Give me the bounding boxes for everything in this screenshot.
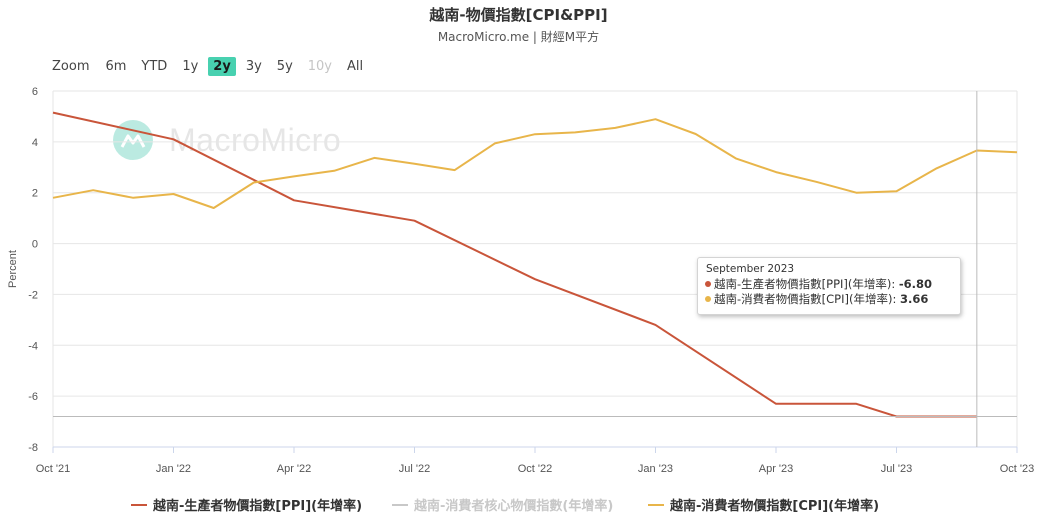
legend-label-core-cpi: 越南-消費者核心物價指數(年增率) [414,499,614,514]
tooltip-ppi-value: -6.80 [898,277,933,291]
range-ytd-button[interactable]: YTD [141,59,168,74]
tooltip-cpi-label: 越南-消費者物價指數[CPI](年增率): [714,292,897,306]
ppi-dot-icon [705,281,711,287]
x-tick-label: Apr '23 [759,463,794,475]
cpi-dot-icon [705,296,711,302]
range-3y-button[interactable]: 3y [245,59,262,74]
x-tick-label: Oct '21 [36,463,71,475]
chart-subtitle: MacroMicro.me | 財經M平方 [437,30,600,44]
tooltip-row-ppi: 越南-生產者物價指數[PPI](年增率): -6.80 [705,277,960,292]
tooltip-date: September 2023 [706,263,795,275]
x-tick-label: Jan '22 [156,463,191,475]
cpi-series-line[interactable] [52,118,1018,209]
y-tick-label: -6 [28,391,38,403]
y-tick-label: -2 [28,289,38,301]
range-5y-button[interactable]: 5y [276,59,293,74]
y-tick-label: 6 [32,86,38,98]
range-6m-button[interactable]: 6m [105,59,127,74]
y-tick-label: -4 [28,340,38,352]
legend-item-ppi[interactable]: 越南-生產者物價指數[PPI](年增率) [131,495,362,514]
y-tick-label: 2 [32,188,38,200]
x-tick-label: Oct '22 [518,463,553,475]
range-2y-button[interactable]: 2y [208,57,236,76]
legend-label-ppi: 越南-生產者物價指數[PPI](年增率) [153,499,363,514]
legend-label-cpi: 越南-消費者物價指數[CPI](年增率) [670,499,880,514]
x-tick-label: Apr '22 [277,463,312,475]
legend-item-cpi[interactable]: 越南-消費者物價指數[CPI](年增率) [648,495,879,514]
ppi-line-icon [131,503,147,506]
range-1y-button[interactable]: 1y [182,59,199,74]
cpi-line-icon [648,503,664,506]
tooltip-ppi-label: 越南-生產者物價指數[PPI](年增率): [714,277,896,291]
range-10y-button[interactable]: 10y [307,59,333,74]
y-tick-label: 0 [32,239,38,251]
x-tick-label: Jul '22 [399,463,430,475]
y-tick-label: -8 [28,442,38,454]
core-cpi-line-icon [392,503,408,506]
chart-title: 越南-物價指數[CPI&PPI] [429,6,608,24]
x-tick-label: Oct '23 [1000,463,1035,475]
x-tick-label: Jul '23 [881,463,912,475]
range-all-button[interactable]: All [347,59,364,74]
y-tick-label: 4 [32,137,38,149]
y-axis-title: Percent [7,250,19,288]
chart-tooltip: September 2023 越南-生產者物價指數[PPI](年增率): -6.… [697,257,961,315]
tooltip-cpi-value: 3.66 [899,292,929,306]
x-tick-label: Jan '23 [638,463,673,475]
legend-item-core-cpi[interactable]: 越南-消費者核心物價指數(年增率) [392,495,613,514]
ppi-series-line[interactable] [52,111,977,418]
tooltip-row-cpi: 越南-消費者物價指數[CPI](年增率): 3.66 [705,292,960,307]
zoom-label: Zoom [52,59,90,74]
range-selector: Zoom 6m YTD 1y 2y 3y 5y 10y All [52,57,373,76]
